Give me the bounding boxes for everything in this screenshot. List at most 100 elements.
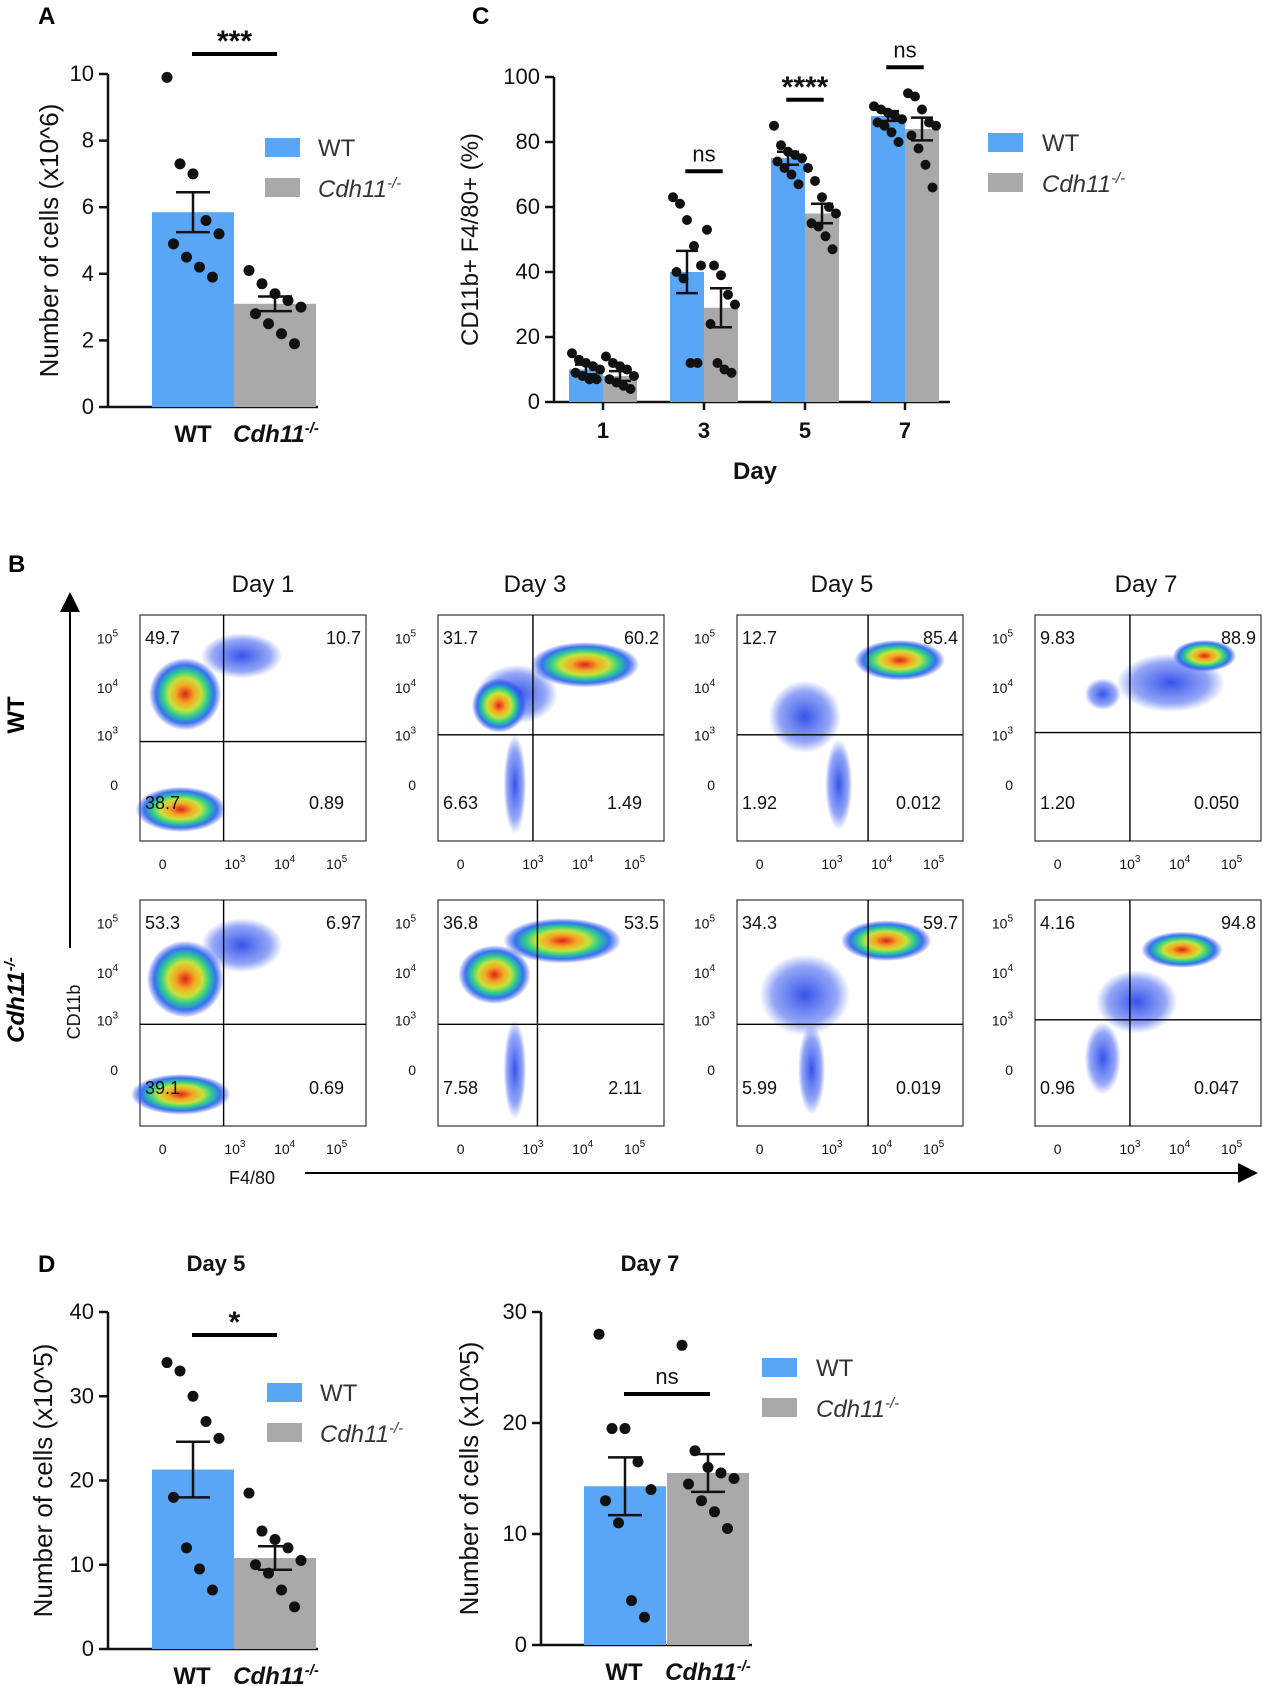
data-point <box>181 1542 192 1554</box>
data-point <box>682 215 692 225</box>
flow-x-tick-label: 0 <box>756 856 764 872</box>
data-point <box>632 1456 644 1468</box>
quadrant-value: 53.5 <box>624 913 659 933</box>
flow-y-tick-label: 103 <box>694 1011 716 1029</box>
data-point <box>692 358 703 368</box>
significance-label: ns <box>655 1364 678 1389</box>
data-point <box>591 374 602 385</box>
density-cloud <box>768 680 841 753</box>
flow-x-tick-label: 104 <box>871 1139 893 1157</box>
data-point <box>906 130 917 141</box>
data-point <box>879 120 890 131</box>
data-point <box>181 251 192 263</box>
flow-x-tick-label: 105 <box>624 854 646 872</box>
flow-y-tick-label: 105 <box>395 628 417 646</box>
flow-plot: 49.7 10.7 38.7 0.89 105 104 103 0 0 103 104 105 <box>97 614 367 872</box>
flow-y-tick-label: 105 <box>992 913 1014 931</box>
data-point <box>263 318 274 330</box>
legend-swatch-wt <box>265 138 300 157</box>
quadrant-value: 34.3 <box>742 913 777 933</box>
quadrant-value: 59.7 <box>923 913 958 933</box>
density-cloud <box>798 1024 826 1115</box>
flow-x-tick-label: 0 <box>457 856 465 872</box>
y-tick-label: 60 <box>516 194 540 219</box>
flow-y-tick-label: 103 <box>97 1011 119 1029</box>
legend-swatch-ko <box>762 1398 797 1417</box>
y-tick-label: 0 <box>528 389 540 414</box>
flow-y-tick-label: 0 <box>110 1062 118 1078</box>
flow-y-tick-label: 105 <box>97 628 119 646</box>
data-point <box>168 1491 179 1503</box>
data-point <box>797 153 807 164</box>
flow-plot: 31.7 60.2 6.63 1.49 105 104 103 0 0 103 104 105 <box>395 614 665 872</box>
data-point <box>645 1484 657 1496</box>
legend-label-wt: WT <box>816 1355 854 1382</box>
y-tick-label: 10 <box>70 1552 94 1577</box>
legend-label-ko: Cdh11-/- <box>320 1420 403 1448</box>
density-cloud <box>825 739 853 830</box>
density-cloud <box>759 954 850 1036</box>
quadrant-value: 6.63 <box>443 793 478 813</box>
flow-y-tick-label: 0 <box>1005 777 1013 793</box>
quadrant-value: 10.7 <box>326 628 361 648</box>
flow-plot: 12.7 85.4 1.92 0.012 105 104 103 0 0 103 104 105 <box>694 614 964 872</box>
y-tick-label: 4 <box>82 261 94 286</box>
data-point <box>676 1339 688 1351</box>
data-point <box>629 371 639 381</box>
data-point <box>613 1517 624 1529</box>
significance-label: **** <box>782 71 829 104</box>
legend-swatch-ko <box>988 173 1023 192</box>
quadrant-value: 60.2 <box>624 628 659 648</box>
data-point <box>893 137 904 147</box>
data-point <box>712 358 723 368</box>
significance-label: *** <box>217 25 252 58</box>
flow-y-tick-label: 104 <box>992 678 1014 696</box>
chart-d-day5: Day 5 0 10 20 30 40 Number of cells (x10^5) WT C… <box>28 1251 319 1686</box>
flow-y-axis-title: CD11b <box>64 985 84 1040</box>
y-tick-label: 2 <box>82 327 94 352</box>
data-point <box>817 192 827 203</box>
quadrant-value: 0.69 <box>309 1078 344 1098</box>
data-point <box>776 140 786 151</box>
quadrant-value: 12.7 <box>742 628 777 648</box>
legend-swatch-wt <box>762 1358 797 1377</box>
x-tick-label: 3 <box>698 418 710 443</box>
density-cloud <box>201 918 283 973</box>
data-point <box>639 1611 650 1623</box>
flow-plot: 4.16 94.8 0.96 0.047 105 104 103 0 0 103 104 105 <box>992 899 1262 1157</box>
quadrant-value: 1.92 <box>742 793 777 813</box>
flow-y-tick-label: 0 <box>707 1062 715 1078</box>
quadrant-value: 85.4 <box>923 628 958 648</box>
density-cloud <box>146 940 224 1018</box>
flow-row-label-wt: WT <box>3 696 30 734</box>
flow-x-tick-label: 104 <box>572 854 594 872</box>
y-axis-label: Number of cells (x10^5) <box>28 1344 58 1618</box>
data-point <box>276 1584 287 1596</box>
flow-x-axis-title: F4/80 <box>229 1168 275 1188</box>
data-point <box>769 120 779 131</box>
flow-y-tick-label: 0 <box>707 777 715 793</box>
data-point <box>174 1365 186 1377</box>
data-point <box>282 1542 294 1554</box>
flow-row-label-ko: Cdh11-/- <box>2 957 30 1043</box>
density-cloud <box>854 639 945 681</box>
data-point <box>289 338 300 350</box>
data-point <box>606 1423 618 1435</box>
flow-x-tick-label: 103 <box>1119 854 1141 872</box>
flow-panel: Day 1 Day 3 Day 5 Day 7 WT Cdh11-/- CD11… <box>2 571 1262 1188</box>
flow-x-tick-label: 103 <box>522 1139 544 1157</box>
data-point <box>243 1487 255 1499</box>
legend-swatch-wt <box>988 133 1023 152</box>
quadrant-value: 6.97 <box>326 913 361 933</box>
data-point <box>213 228 225 240</box>
data-point <box>723 289 733 300</box>
flow-day-title: Day 5 <box>811 571 874 598</box>
data-point <box>187 168 199 180</box>
y-tick-label: 10 <box>70 61 94 86</box>
legend-c: WT Cdh11-/- <box>988 130 1125 198</box>
density-cloud <box>840 920 932 962</box>
density-cloud <box>530 642 640 688</box>
legend-swatch-ko <box>265 178 300 197</box>
